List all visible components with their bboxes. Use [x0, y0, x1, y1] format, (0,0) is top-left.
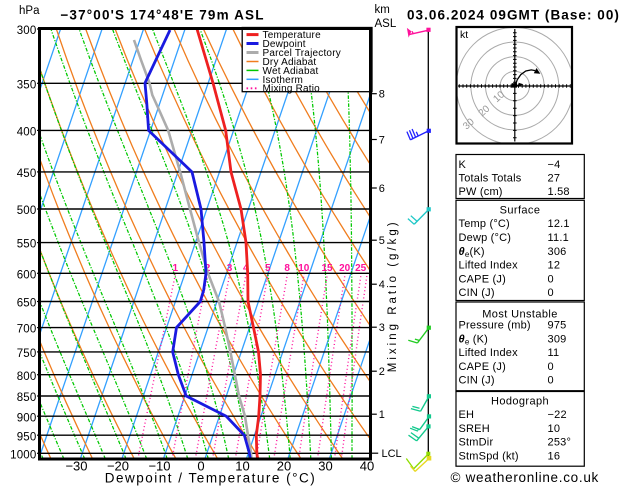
svg-text:0: 0 [548, 273, 554, 285]
svg-text:12: 12 [548, 260, 561, 272]
svg-text:2: 2 [379, 366, 385, 378]
svg-text:16: 16 [548, 450, 561, 462]
svg-text:950: 950 [17, 431, 37, 443]
svg-text:−30: −30 [65, 459, 87, 474]
svg-text:309: 309 [548, 333, 567, 345]
svg-text:03.06.2024 09GMT (Base: 00): 03.06.2024 09GMT (Base: 00) [407, 8, 620, 23]
svg-text:20: 20 [339, 263, 351, 274]
svg-text:500: 500 [17, 205, 37, 217]
svg-text:650: 650 [17, 298, 37, 310]
svg-text:Isotherm: Isotherm [263, 75, 304, 86]
svg-text:km: km [375, 4, 390, 16]
svg-text:kt: kt [460, 29, 468, 41]
svg-text:0: 0 [197, 459, 204, 474]
svg-text:10: 10 [235, 459, 249, 474]
svg-text:CIN (J): CIN (J) [459, 287, 495, 299]
svg-text:Totals Totals: Totals Totals [459, 173, 522, 185]
svg-text:Wet Adiabat: Wet Adiabat [263, 66, 319, 77]
svg-text:900: 900 [17, 412, 37, 424]
svg-text:11.1: 11.1 [548, 232, 569, 244]
svg-text:Surface: Surface [500, 204, 541, 216]
svg-text:3: 3 [379, 322, 385, 334]
svg-text:30: 30 [318, 459, 332, 474]
svg-text:Temperature: Temperature [263, 30, 322, 41]
svg-text:Dewpoint: Dewpoint [263, 39, 306, 50]
svg-text:Dewpoint / Temperature (°C): Dewpoint / Temperature (°C) [105, 471, 316, 486]
svg-text:1: 1 [173, 263, 179, 274]
svg-text:−10: −10 [148, 459, 170, 474]
svg-text:−4: −4 [548, 159, 561, 171]
svg-text:5: 5 [265, 263, 271, 274]
svg-text:6: 6 [379, 183, 385, 195]
svg-text:SREH: SREH [459, 423, 490, 435]
svg-text:4: 4 [379, 279, 385, 291]
svg-text:306: 306 [548, 246, 567, 258]
svg-text:27: 27 [548, 173, 561, 185]
svg-text:Dewp (°C): Dewp (°C) [459, 232, 512, 244]
svg-text:7: 7 [379, 134, 385, 146]
svg-text:40: 40 [360, 459, 374, 474]
svg-text:8: 8 [284, 263, 290, 274]
svg-text:0: 0 [548, 375, 554, 387]
svg-text:Lifted Index: Lifted Index [459, 347, 519, 359]
svg-text:1000: 1000 [10, 449, 36, 461]
svg-text:StmDir: StmDir [459, 437, 494, 449]
svg-text:CAPE (J): CAPE (J) [459, 273, 506, 285]
svg-text:0: 0 [548, 287, 554, 299]
svg-text:3: 3 [227, 263, 233, 274]
svg-text:800: 800 [17, 371, 37, 383]
svg-text:850: 850 [17, 392, 37, 404]
svg-text:EH: EH [459, 409, 475, 421]
svg-text:4: 4 [243, 263, 249, 274]
svg-text:15: 15 [321, 263, 333, 274]
svg-text:5: 5 [379, 235, 385, 247]
svg-text:12.1: 12.1 [548, 218, 570, 230]
svg-text:−37°00'S 174°48'E 79m ASL: −37°00'S 174°48'E 79m ASL [60, 8, 264, 23]
svg-text:300: 300 [17, 25, 37, 37]
svg-text:550: 550 [17, 239, 37, 251]
svg-text:Pressure (mb): Pressure (mb) [459, 320, 531, 332]
svg-text:θe (K): θe (K) [459, 333, 489, 346]
svg-text:PW (cm): PW (cm) [459, 186, 503, 198]
svg-text:K: K [459, 159, 467, 171]
svg-text:10: 10 [298, 263, 310, 274]
svg-text:Temp (°C): Temp (°C) [459, 218, 510, 230]
svg-text:Lifted Index: Lifted Index [459, 260, 519, 272]
svg-text:11: 11 [548, 347, 560, 359]
svg-text:Hodograph: Hodograph [491, 396, 549, 408]
svg-text:350: 350 [17, 79, 37, 91]
svg-text:400: 400 [17, 127, 37, 139]
svg-text:20: 20 [277, 459, 291, 474]
svg-text:25: 25 [355, 263, 367, 274]
svg-text:Parcel Trajectory: Parcel Trajectory [263, 48, 341, 59]
svg-text:1.58: 1.58 [548, 186, 570, 198]
svg-text:CAPE (J): CAPE (J) [459, 361, 506, 373]
svg-text:450: 450 [17, 168, 37, 180]
svg-text:750: 750 [17, 348, 37, 360]
svg-text:1: 1 [379, 409, 385, 421]
svg-text:hPa: hPa [19, 5, 40, 17]
svg-text:−22: −22 [548, 409, 567, 421]
svg-text:975: 975 [548, 320, 567, 332]
svg-text:Mixing Ratio: Mixing Ratio [263, 84, 321, 95]
svg-text:253°: 253° [548, 437, 572, 449]
svg-text:0: 0 [548, 361, 554, 373]
svg-text:© weatheronline.co.uk: © weatheronline.co.uk [451, 470, 599, 485]
svg-text:700: 700 [17, 324, 37, 336]
svg-text:−20: −20 [107, 459, 129, 474]
svg-text:StmSpd (kt): StmSpd (kt) [459, 450, 519, 462]
svg-text:600: 600 [17, 269, 37, 281]
svg-text:θe(K): θe(K) [459, 246, 485, 259]
svg-text:LCL: LCL [382, 448, 402, 460]
svg-text:8: 8 [379, 89, 385, 101]
svg-text:Mixing Ratio (g/kg): Mixing Ratio (g/kg) [387, 219, 399, 372]
svg-text:10: 10 [548, 423, 561, 435]
svg-text:Most Unstable: Most Unstable [482, 309, 558, 321]
svg-text:CIN (J): CIN (J) [459, 375, 495, 387]
svg-text:ASL: ASL [375, 18, 397, 30]
svg-text:Dry Adiabat: Dry Adiabat [263, 57, 317, 68]
